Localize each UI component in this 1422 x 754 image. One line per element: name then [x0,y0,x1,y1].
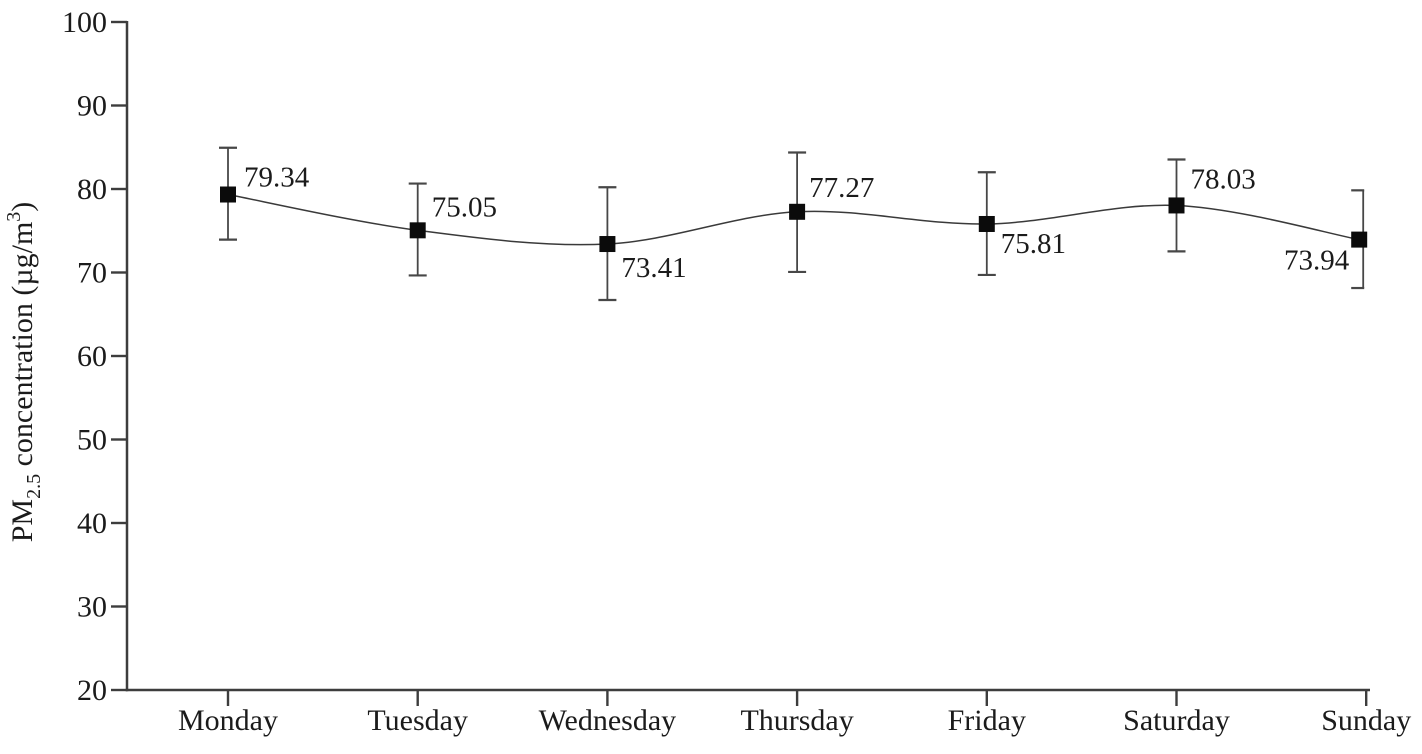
x-tick-label-tuesday: Tuesday [367,704,468,737]
value-label-monday: 79.34 [244,162,310,194]
y-tick-label: 20 [77,674,107,707]
x-tick-label-sunday: Sunday [1321,704,1411,737]
x-tick-label-thursday: Thursday [740,704,853,737]
data-point-marker-thursday [789,203,806,220]
x-tick-label-saturday: Saturday [1123,704,1230,737]
data-point-marker-saturday [1168,197,1185,214]
value-label-saturday: 78.03 [1191,163,1256,195]
y-tick-label: 40 [77,507,107,540]
y-tick-label: 80 [77,173,107,206]
y-tick-label: 50 [77,424,107,457]
data-point-marker-sunday [1351,231,1368,248]
y-tick-label: 60 [77,340,107,373]
y-axis-title: PM2.5 concentration (µg/m3) [3,202,45,543]
value-label-wednesday: 73.41 [621,252,686,284]
value-label-friday: 75.81 [1001,228,1066,260]
x-tick-label-friday: Friday [948,704,1026,737]
data-point-marker-tuesday [409,222,426,239]
data-point-marker-friday [978,215,995,232]
y-tick-label: 30 [77,591,107,624]
y-tick-label: 70 [77,257,107,290]
y-tick-label: 90 [77,90,107,123]
y-tick-label: 100 [62,6,107,39]
value-label-sunday: 73.94 [1284,245,1350,277]
data-point-marker-monday [220,186,236,203]
data-point-marker-wednesday [599,236,616,253]
x-tick-label-monday: Monday [178,704,278,737]
x-tick-label-wednesday: Wednesday [539,704,677,737]
value-label-thursday: 77.27 [809,172,874,204]
value-label-tuesday: 75.05 [432,191,497,223]
